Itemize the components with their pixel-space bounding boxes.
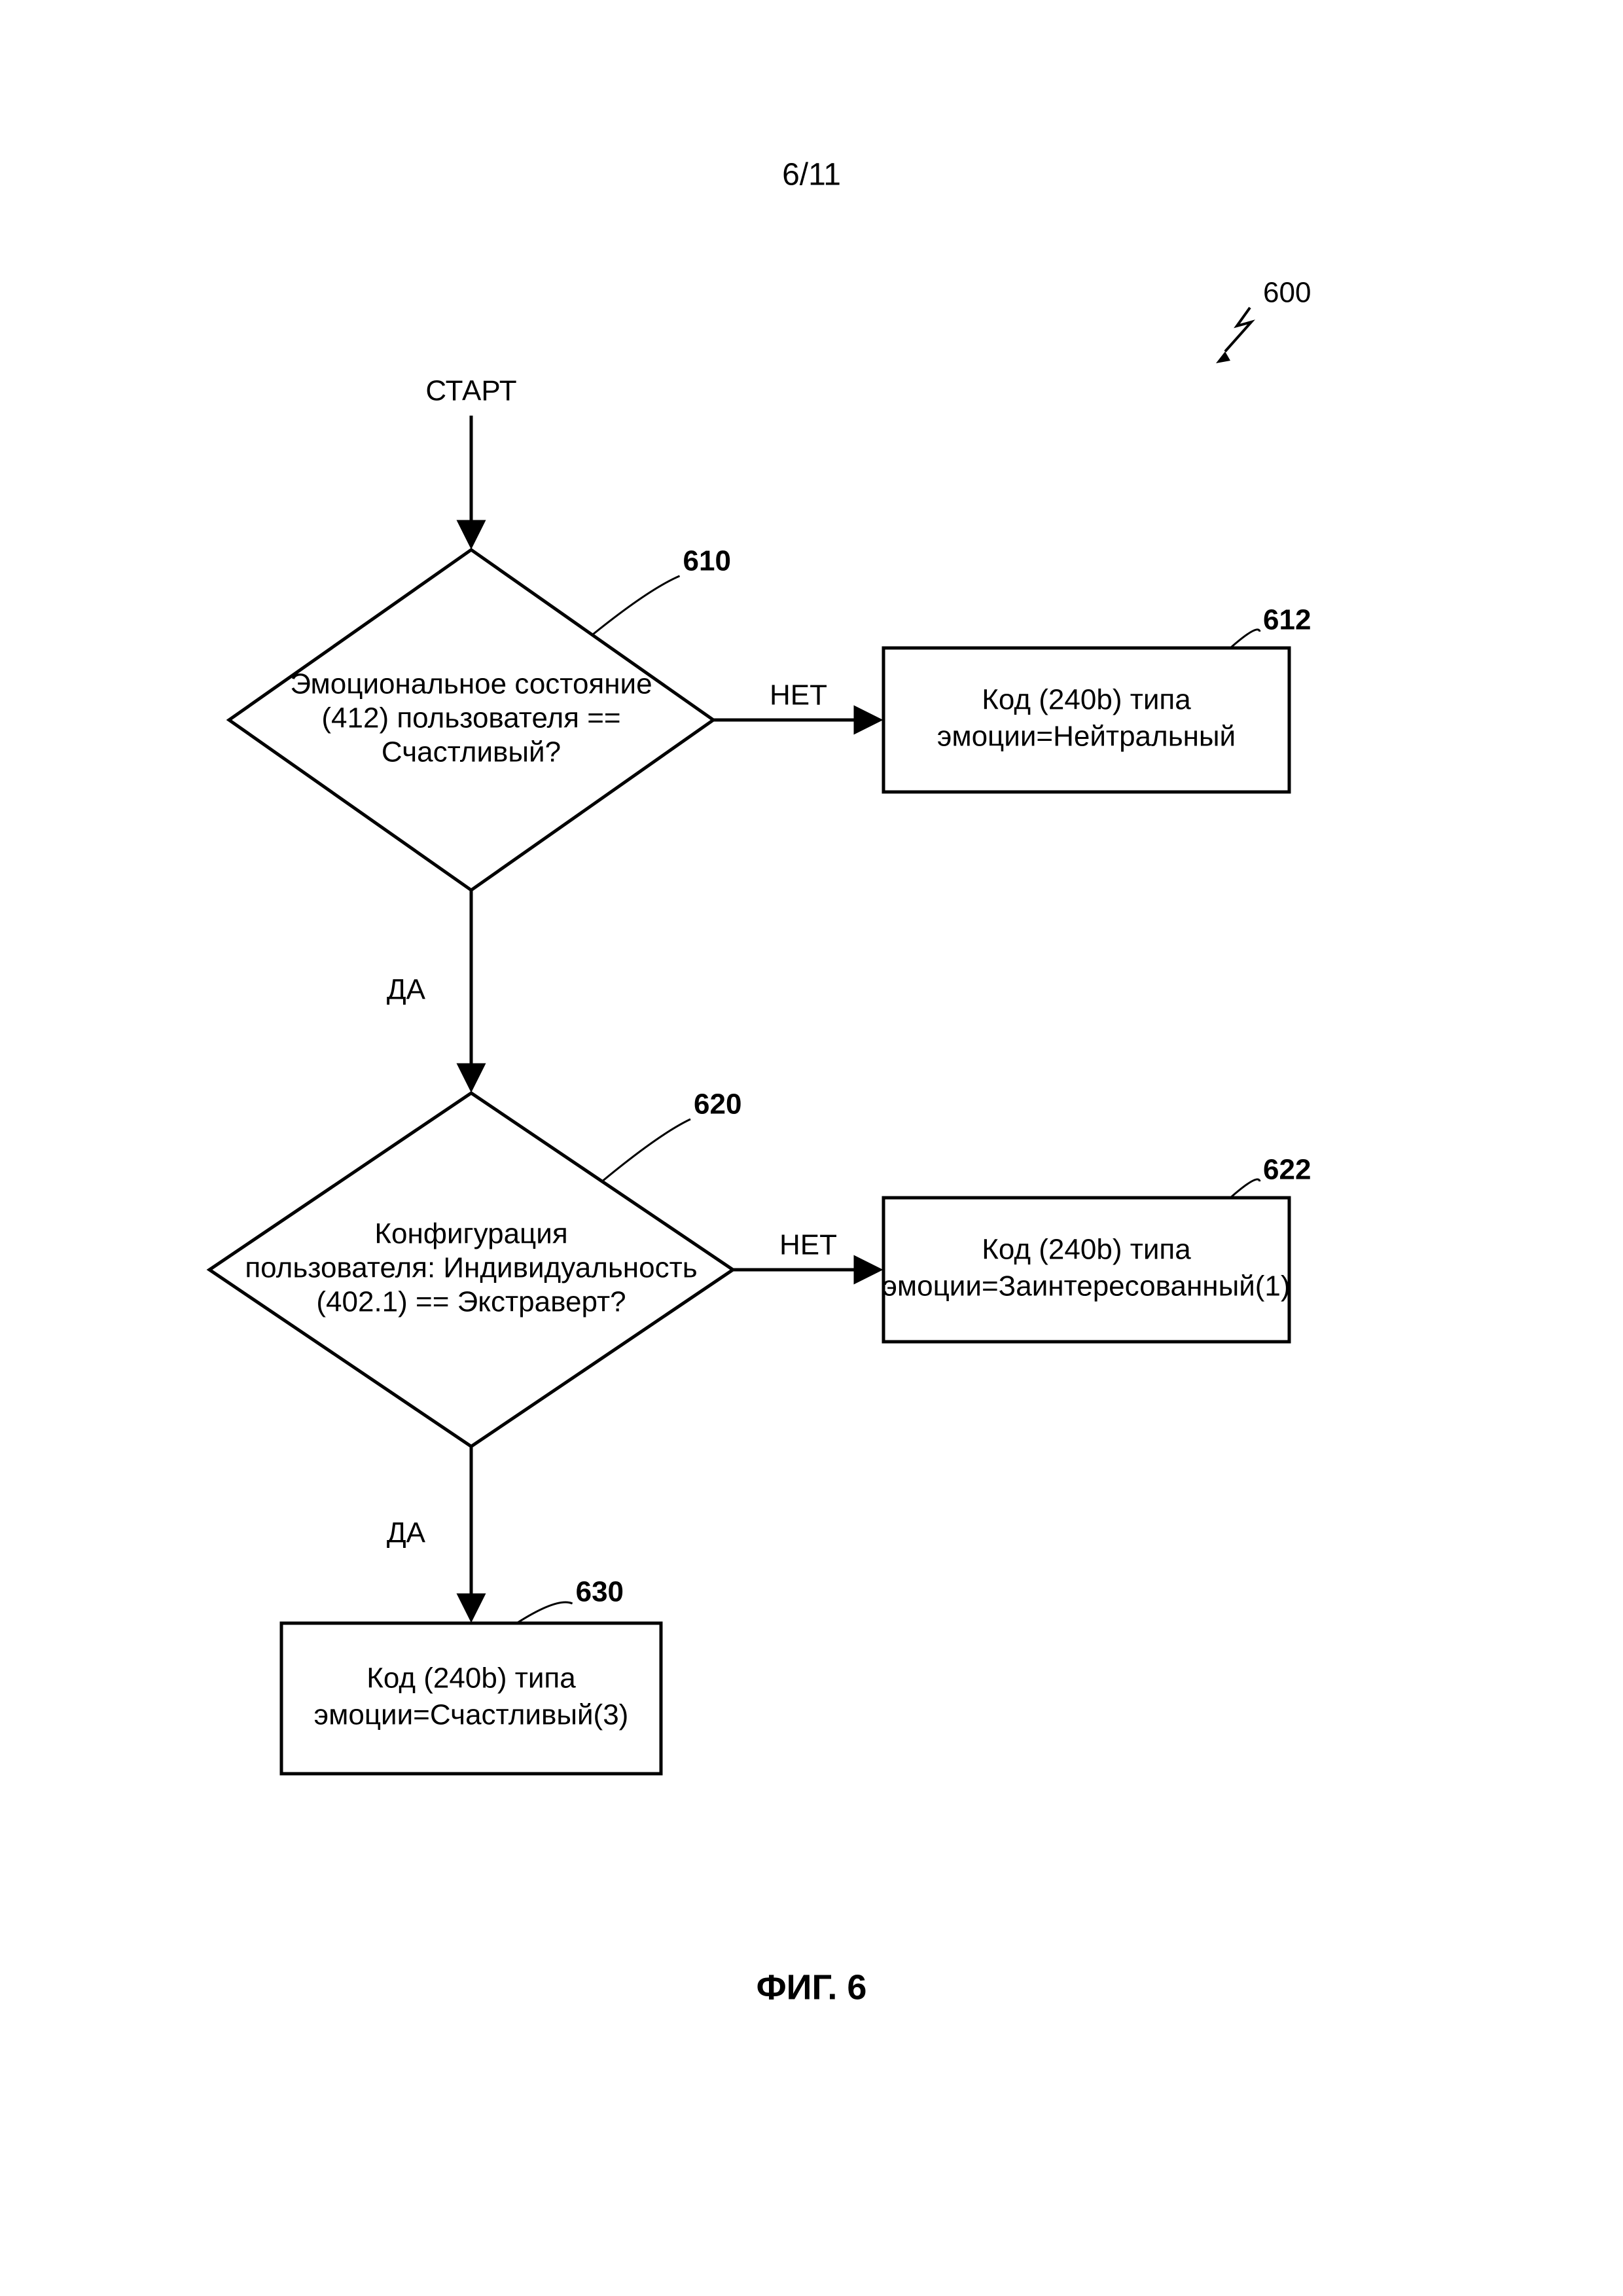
flowchart-svg: 6/11 600 СТАРТ Эмоциональное состояние(412)…: [0, 0, 1623, 2296]
page: 6/11 600 СТАРТ Эмоциональное состояние(412)…: [0, 0, 1623, 2296]
ref-630: 630: [576, 1576, 624, 1608]
start-label: СТАРТ: [425, 375, 516, 407]
box-622-line1: Код (240b) типа: [982, 1234, 1191, 1266]
page-number: 6/11: [782, 158, 841, 192]
leader-620: [602, 1119, 690, 1181]
box-630-line2: эмоции=Счастливый(3): [314, 1699, 629, 1731]
no-label-1: НЕТ: [770, 679, 827, 711]
leader-622: [1230, 1179, 1260, 1198]
decision-610-line2: (412) пользователя ==: [321, 702, 620, 734]
box-630-line1: Код (240b) типа: [366, 1662, 576, 1695]
ref-600: 600: [1263, 277, 1311, 309]
ref-600-arrowhead: [1216, 351, 1230, 363]
yes-label-1: ДА: [387, 974, 426, 1006]
ref-600-arrow: [1225, 308, 1251, 351]
ref-622: 622: [1263, 1154, 1311, 1186]
yes-label-2: ДА: [387, 1517, 426, 1549]
no-label-2: НЕТ: [779, 1229, 837, 1261]
decision-620-line3: (402.1) == Экстраверт?: [316, 1286, 626, 1318]
ref-612: 612: [1263, 604, 1311, 636]
figure-label: ФИГ. 6: [757, 1967, 867, 2007]
decision-620-line1: Конфигурация: [374, 1218, 567, 1250]
decision-610-line1: Эмоциональное состояние: [290, 668, 652, 700]
box-612-line2: эмоции=Нейтральный: [937, 721, 1236, 753]
decision-610-line3: Счастливый?: [382, 736, 561, 768]
box-612-line1: Код (240b) типа: [982, 684, 1191, 716]
leader-630: [517, 1602, 573, 1623]
decision-620-line2: пользователя: Индивидуальность: [245, 1252, 697, 1284]
leader-610: [592, 576, 680, 635]
box-622-line2: эмоции=Заинтересованный(1): [882, 1270, 1290, 1302]
ref-610: 610: [683, 545, 731, 577]
leader-612: [1230, 630, 1260, 648]
ref-620: 620: [694, 1088, 741, 1121]
